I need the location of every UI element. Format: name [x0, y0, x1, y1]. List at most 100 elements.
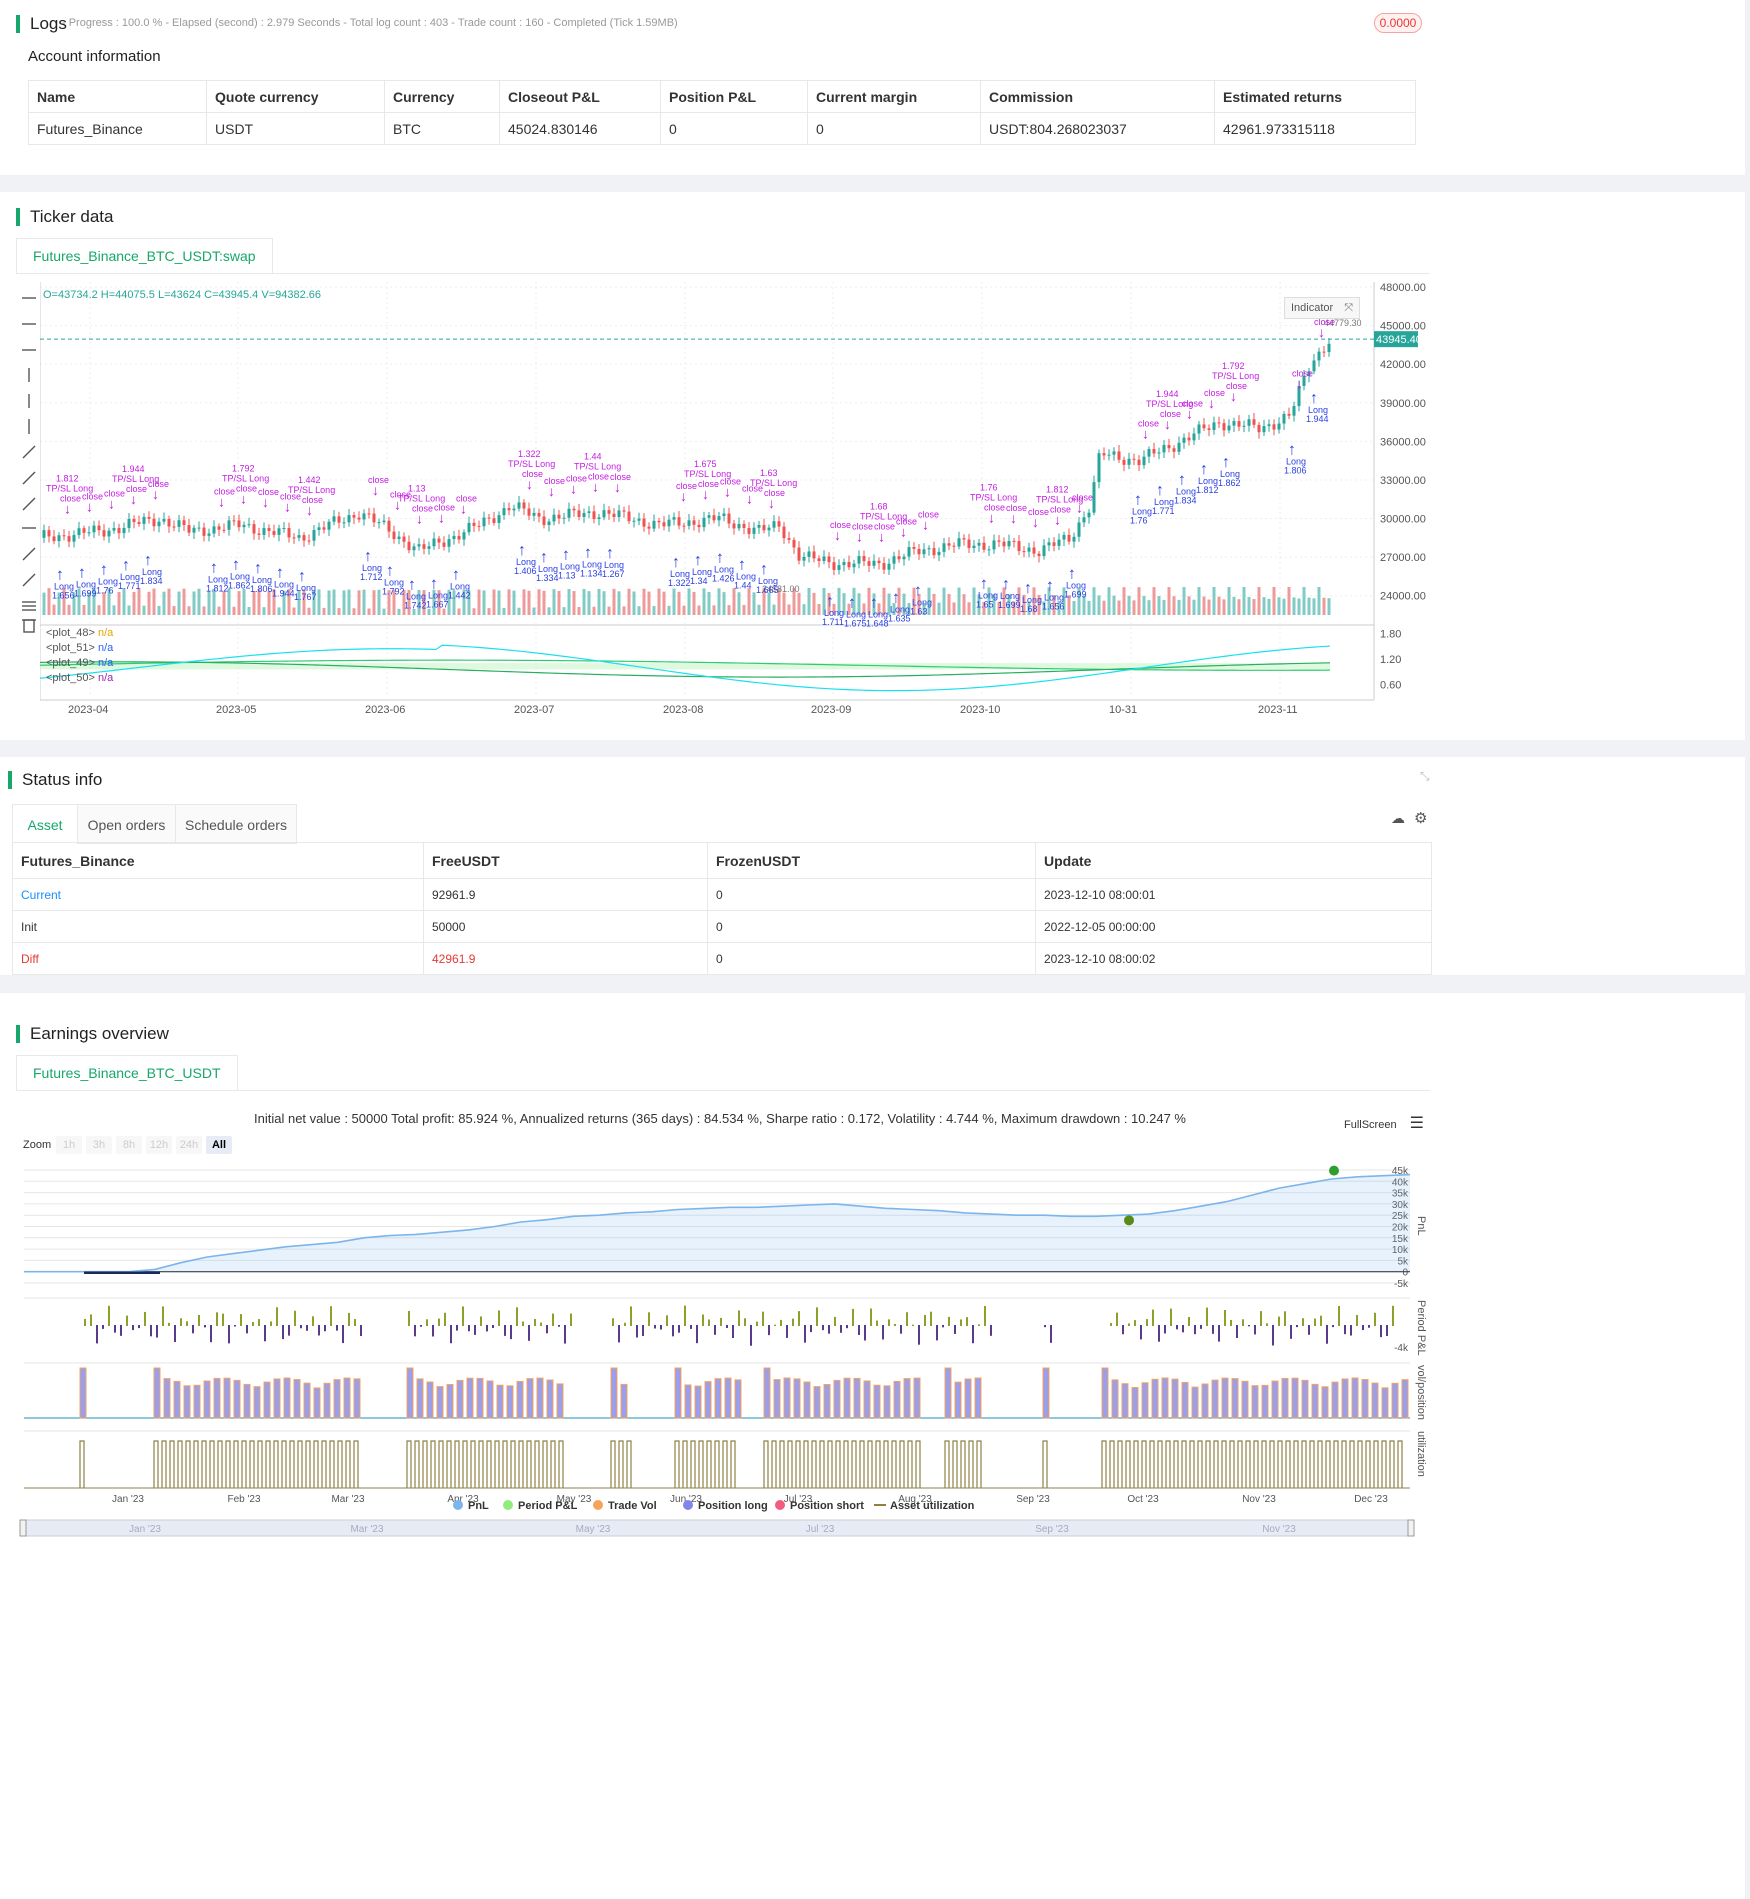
indicator-label: Indicator	[1291, 302, 1334, 314]
candle-body	[612, 513, 616, 518]
long-arrow-icon: ↑	[430, 576, 438, 593]
zoom-24h[interactable]: 24h	[176, 1136, 202, 1154]
candle-body	[172, 526, 176, 528]
period-bar	[336, 1325, 338, 1331]
period-bar	[732, 1325, 734, 1338]
period-bar	[1218, 1325, 1220, 1342]
cell: 2023-12-10 08:00:02	[1035, 942, 1432, 975]
volume-bar	[672, 588, 676, 615]
period-tick-label: -4k	[1394, 1343, 1409, 1354]
period-bar	[1050, 1325, 1052, 1343]
long-value: 1.76	[96, 586, 114, 596]
volume-bar	[432, 589, 436, 615]
position-bar	[610, 1367, 618, 1419]
tpsl-value: 1.675	[694, 459, 717, 469]
volume-bar	[587, 591, 591, 615]
fullscreen-button[interactable]: FullScreen ☰	[1344, 1113, 1424, 1133]
period-bar	[684, 1305, 686, 1326]
position-bar	[536, 1377, 544, 1419]
menu-icon[interactable]: ☰	[1409, 1115, 1424, 1132]
period-bar	[522, 1321, 524, 1326]
volume-bar	[247, 606, 251, 615]
tab-schedule-orders[interactable]: Schedule orders	[175, 804, 297, 844]
volume-bar	[1192, 599, 1196, 615]
long-label: Long	[670, 569, 690, 579]
collapse-icon[interactable]: ⤡	[1420, 769, 1430, 783]
candle-body	[442, 542, 446, 547]
volume-bar	[677, 591, 681, 615]
long-arrow-icon: ↑	[606, 545, 614, 562]
zoom-3h[interactable]: 3h	[86, 1136, 112, 1154]
tab-open-orders[interactable]: Open orders	[77, 804, 176, 844]
zoom-1h[interactable]: 1h	[56, 1136, 82, 1154]
volume-bar	[257, 589, 261, 615]
close-arrow-icon: ↓	[724, 484, 731, 500]
long-arrow-icon: ↑	[232, 556, 240, 573]
candle-body	[1162, 445, 1166, 453]
legend-label: Trade Vol	[608, 1500, 657, 1512]
cell: 50000	[423, 910, 708, 943]
tab-asset[interactable]: Asset	[12, 804, 78, 844]
candle-body	[962, 538, 966, 540]
zoom-12h[interactable]: 12h	[146, 1136, 172, 1154]
volume-bar	[687, 588, 691, 615]
candle-body	[787, 538, 791, 540]
long-label: Long	[208, 574, 228, 584]
volume-bar	[1157, 596, 1161, 615]
tab-earnings-pair[interactable]: Futures_Binance_BTC_USDT	[16, 1055, 238, 1091]
candle-body	[1132, 458, 1136, 460]
col-update: Update	[1035, 842, 1432, 879]
volume-bar	[592, 606, 596, 615]
account-cell: 0	[807, 112, 981, 145]
date-tick-label: 2023-07	[514, 704, 554, 716]
volume-bar	[217, 606, 221, 615]
volume-bar	[837, 587, 841, 615]
candle-body	[1072, 536, 1076, 542]
candle-body	[822, 556, 826, 562]
legend-label: Asset utilization	[890, 1500, 975, 1512]
period-bar	[708, 1319, 710, 1326]
period-bar	[1134, 1320, 1136, 1326]
volume-bar	[1107, 587, 1111, 615]
period-bar	[312, 1316, 314, 1326]
candle-body	[367, 513, 371, 515]
tpsl-label: TP/SL Long	[1036, 494, 1083, 504]
volume-bar	[867, 587, 871, 615]
zoom-all[interactable]: All	[206, 1136, 232, 1154]
volume-bar	[902, 593, 906, 615]
gear-icon[interactable]: ⚙	[1414, 810, 1428, 827]
close-arrow-icon: ↓	[1296, 375, 1303, 391]
zoom-8h[interactable]: 8h	[116, 1136, 142, 1154]
volume-bar	[347, 589, 351, 615]
toolbar-icons[interactable]	[18, 288, 40, 638]
tab-ticker-swap[interactable]: Futures_Binance_BTC_USDT:swap	[16, 238, 273, 274]
period-bar	[1158, 1325, 1160, 1342]
cloud-download-icon[interactable]: ☁	[1391, 810, 1405, 826]
legend-name: <plot_50>	[46, 672, 95, 684]
tpsl-label: TP/SL Long	[750, 478, 797, 488]
indicator-button[interactable]: Indicator ⤧	[1284, 297, 1360, 319]
close-arrow-icon: ↓	[702, 486, 709, 502]
close-label: close	[390, 489, 411, 499]
close-label: close	[258, 487, 279, 497]
candle-body	[1047, 542, 1051, 546]
candle-body	[1317, 351, 1321, 361]
close-arrow-icon: ↓	[614, 479, 621, 495]
candle-body	[1007, 540, 1011, 547]
account-cell: 42961.973315118	[1214, 112, 1416, 145]
ticker-chart[interactable]: 48000.00 45000.00 42000.00 39000.00 36000.00…	[40, 282, 1430, 727]
long-arrow-icon: ↑	[914, 582, 922, 599]
period-bar	[432, 1325, 434, 1337]
long-arrow-icon: ↑	[870, 595, 878, 612]
tpsl-value: 1.442	[298, 475, 321, 485]
close-arrow-icon: ↓	[548, 483, 555, 499]
account-data-row: Futures_Binance USDT BTC 45024.830146 0 0 USDT…	[28, 112, 1416, 145]
volume-bar	[1082, 595, 1086, 615]
account-col-header: Closeout P&L	[499, 80, 661, 113]
position-bar	[183, 1385, 191, 1419]
position-bar	[323, 1382, 331, 1419]
close-label: close	[104, 489, 125, 499]
volume-bar	[487, 608, 491, 615]
tpsl-label: TP/SL Long	[860, 512, 907, 522]
